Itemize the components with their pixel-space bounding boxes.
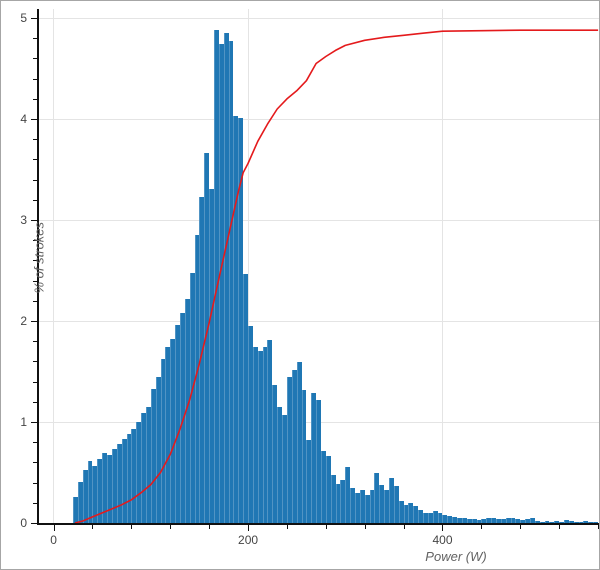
- x-minor-tick: [559, 525, 561, 529]
- x-tick-label: 0: [50, 533, 57, 547]
- y-minor-tick: [33, 482, 37, 484]
- y-minor-tick: [33, 462, 37, 464]
- y-tick-label: 4: [20, 112, 27, 127]
- y-minor-tick: [33, 442, 37, 444]
- y-minor-tick: [33, 300, 37, 302]
- x-major-tick: [53, 525, 55, 531]
- x-minor-tick: [520, 525, 522, 529]
- y-axis-line: [37, 9, 39, 525]
- y-minor-tick: [33, 38, 37, 40]
- y-major-tick: [31, 220, 37, 222]
- y-axis-title: % of strokes: [31, 221, 47, 294]
- y-minor-tick: [33, 361, 37, 363]
- x-minor-tick: [364, 525, 366, 529]
- y-minor-tick: [33, 58, 37, 60]
- h-gridline: [39, 320, 599, 322]
- y-tick-label: 0: [20, 516, 27, 530]
- x-minor-tick: [131, 525, 133, 529]
- y-major-tick: [31, 119, 37, 121]
- x-minor-tick: [170, 525, 172, 529]
- y-minor-tick: [33, 401, 37, 403]
- y-minor-tick: [33, 280, 37, 282]
- x-major-tick: [442, 525, 444, 531]
- x-tick-label: 400: [432, 533, 453, 547]
- x-minor-tick: [325, 525, 327, 529]
- x-axis-line: [37, 523, 599, 525]
- y-minor-tick: [33, 179, 37, 181]
- x-minor-tick: [209, 525, 211, 529]
- v-gridline: [53, 9, 55, 523]
- y-tick-label: 2: [20, 314, 27, 329]
- x-axis-title: Power (W): [425, 549, 487, 564]
- v-gridline: [441, 9, 443, 523]
- x-minor-tick: [286, 525, 288, 529]
- y-major-tick: [31, 18, 37, 20]
- x-minor-tick: [481, 525, 483, 529]
- y-minor-tick: [33, 260, 37, 262]
- y-minor-tick: [33, 502, 37, 504]
- x-minor-tick: [403, 525, 405, 529]
- y-tick-label: 3: [20, 213, 27, 228]
- y-minor-tick: [33, 381, 37, 383]
- y-tick-label: 5: [20, 11, 27, 26]
- x-minor-tick: [92, 525, 94, 529]
- y-minor-tick: [33, 159, 37, 161]
- h-gridline: [39, 118, 599, 120]
- y-minor-tick: [33, 98, 37, 100]
- y-minor-tick: [33, 139, 37, 141]
- y-major-tick: [31, 422, 37, 424]
- y-major-tick: [31, 523, 37, 524]
- y-minor-tick: [33, 78, 37, 80]
- y-minor-tick: [33, 240, 37, 242]
- y-tick-label: 1: [20, 415, 27, 430]
- y-minor-tick: [33, 341, 37, 343]
- y-major-tick: [31, 321, 37, 323]
- x-minor-tick: [598, 525, 599, 529]
- h-gridline: [39, 17, 599, 19]
- x-major-tick: [248, 525, 250, 531]
- h-gridline: [39, 219, 599, 221]
- x-tick-label: 200: [238, 533, 259, 547]
- y-minor-tick: [33, 199, 37, 201]
